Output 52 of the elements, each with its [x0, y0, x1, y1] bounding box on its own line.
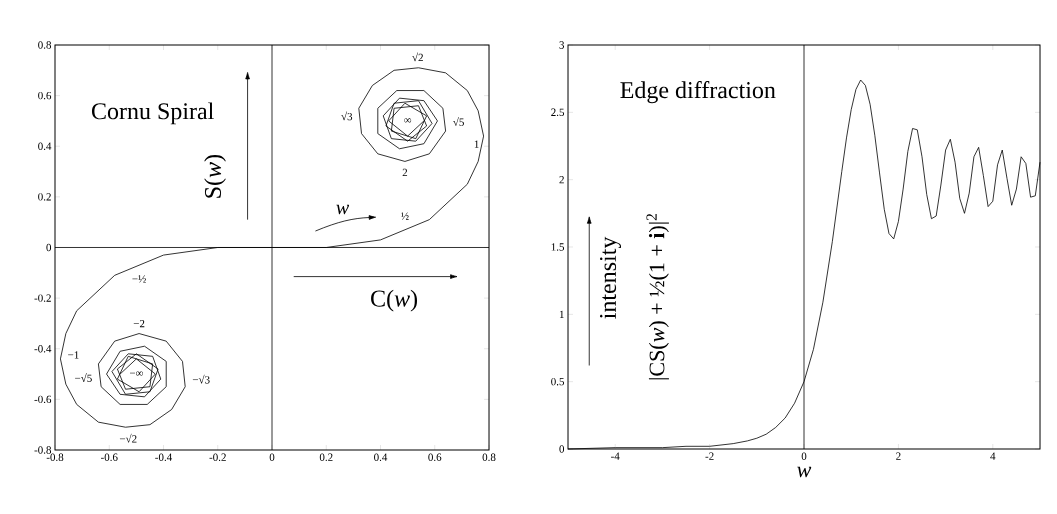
y-tick-label: 0.4	[38, 142, 52, 150]
annotation: √5	[453, 117, 464, 126]
y-tick-label: 3	[559, 41, 565, 49]
y-tick-label: -0.8	[34, 446, 52, 454]
x-tick-label: -2	[705, 452, 714, 460]
y-tick-label: 0.5	[551, 377, 565, 386]
y-axis-title: S(w)	[204, 155, 226, 198]
x-tick-label: -0.6	[100, 453, 118, 461]
x-tick-label: -4	[611, 452, 620, 460]
annotation: −√2	[119, 433, 137, 443]
annotation: ∞	[404, 118, 412, 123]
annotation: √2	[412, 52, 423, 62]
x-axis-title: w	[797, 466, 812, 478]
x-tick-label: -0.4	[155, 453, 173, 461]
y-tick-label: 0	[559, 445, 565, 453]
annotation: |CS(w) + ½(1 + i)|$^{2}$	[646, 214, 669, 380]
annotation: w	[336, 204, 350, 215]
annotation: −½	[132, 275, 146, 283]
annotation: 1	[474, 140, 479, 148]
text: Cornu Spiral	[91, 102, 214, 125]
x-tick-label: 0	[801, 452, 807, 460]
x-tick-label: -0.8	[46, 453, 64, 461]
annotation: ½	[401, 212, 409, 220]
y-tick-label: 1.5	[551, 243, 565, 251]
x-axis-title: C(w)	[371, 289, 418, 312]
y-tick-label: 0.8	[38, 41, 52, 49]
annotation: √3	[341, 111, 353, 121]
x-tick-label: -0.2	[209, 453, 226, 461]
y-tick-label: 0.2	[38, 193, 51, 201]
y-tick-label: 2	[559, 176, 564, 184]
annotation: −√5	[75, 373, 92, 382]
y-tick-label: -0.6	[34, 395, 52, 404]
y-axis-title: intensity	[599, 236, 622, 319]
y-tick-label: 0.6	[38, 91, 52, 100]
x-tick-label: 0	[269, 453, 275, 461]
x-tick-label: 0.4	[374, 453, 388, 461]
x-tick-label: 2	[896, 452, 901, 460]
annotation: −2	[133, 319, 145, 328]
y-tick-label: 1	[559, 310, 564, 318]
annotation: −∞	[129, 371, 143, 376]
y-tick-label: 2.5	[551, 108, 565, 117]
text: Edge diffraction	[620, 81, 776, 104]
x-tick-label: 0.6	[428, 453, 442, 461]
x-tick-label: 0.2	[319, 453, 333, 461]
annotation: 2	[402, 168, 408, 177]
x-tick-label: 0.8	[482, 453, 496, 461]
annotation: −1	[68, 351, 79, 359]
annotation: −√3	[192, 374, 210, 384]
y-tick-label: -0.2	[34, 294, 51, 302]
y-tick-label: 0	[46, 243, 52, 252]
x-tick-label: 4	[990, 452, 996, 460]
y-tick-label: -0.4	[34, 345, 52, 353]
